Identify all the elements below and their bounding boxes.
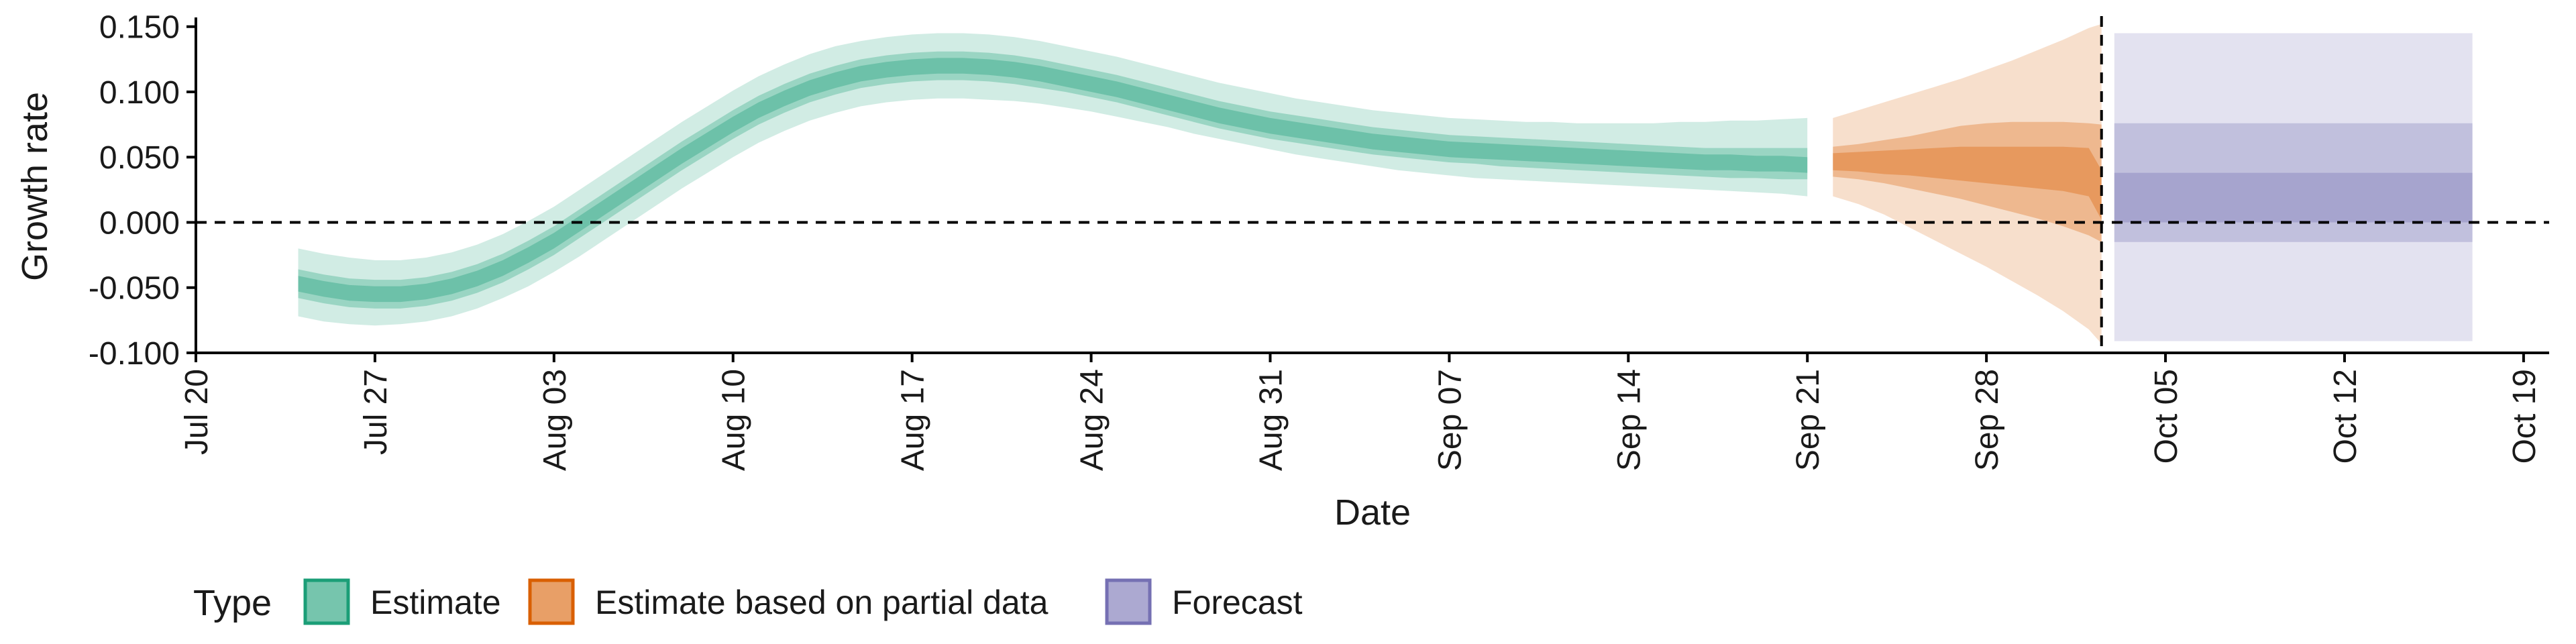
legend-swatch	[303, 578, 350, 625]
x-tick-label: Aug 17	[896, 369, 931, 471]
legend-title: Type	[193, 583, 272, 623]
x-tick-label: Oct 12	[2328, 369, 2363, 464]
reference-lines	[196, 16, 2549, 353]
legend-swatch	[528, 578, 575, 625]
x-axis-label: Date	[1334, 492, 1411, 533]
y-tick-label: 0.150	[99, 10, 180, 46]
y-axis-label: Growth rate	[15, 92, 55, 281]
y-tick-label: 0.050	[99, 140, 180, 176]
x-tick-label: Oct 05	[2149, 369, 2184, 464]
x-tick-label: Aug 03	[537, 369, 573, 471]
estimate-based-on-partial-data-band-50	[1833, 121, 2102, 242]
y-tick-label: -0.050	[89, 271, 180, 307]
legend-item-estimate-based-on-partial-data: Estimate based on partial data	[528, 578, 1049, 625]
y-tick-label: -0.100	[89, 336, 180, 372]
x-tick-label: Sep 28	[1970, 369, 2005, 471]
legend-swatch	[1105, 578, 1152, 625]
y-tick-label: 0.000	[99, 205, 180, 241]
legend-item-estimate: Estimate	[303, 578, 501, 625]
axes	[195, 17, 2549, 354]
x-tick-label: Jul 27	[358, 369, 394, 455]
estimate-band-50	[298, 51, 1808, 309]
legend: Type Estimate Estimate based on partial d…	[193, 578, 1303, 625]
x-tick-label: Sep 21	[1790, 369, 1826, 471]
estimate-band-90	[298, 33, 1808, 326]
estimate-based-on-partial-data-band-90	[1833, 23, 2102, 344]
y-tick-label: 0.100	[99, 75, 180, 111]
x-tick-label: Aug 24	[1075, 369, 1110, 471]
legend-label: Estimate	[370, 584, 501, 621]
forecast-band-50	[2114, 123, 2473, 242]
legend-items: Estimate Estimate based on partial data Fo…	[303, 578, 1303, 625]
forecast-band-20	[2114, 172, 2473, 223]
y-axis-ticks: 0.150 0.100 0.050 0.000 -0.050 -0.100	[89, 10, 196, 372]
legend-item-forecast: Forecast	[1105, 578, 1303, 625]
estimate-based-on-partial-data-band-20	[1833, 146, 2102, 220]
x-tick-label: Aug 31	[1253, 369, 1289, 471]
x-axis-ticks: Jul 20 Jul 27 Aug 03 Aug 10 Aug 17 Aug 24 Aug …	[179, 353, 2542, 471]
interval-bands	[298, 23, 2473, 344]
forecast-band-90	[2114, 33, 2473, 341]
x-tick-label: Oct 19	[2507, 369, 2542, 464]
x-tick-label: Aug 10	[716, 369, 752, 471]
legend-label: Estimate based on partial data	[595, 584, 1049, 621]
x-tick-label: Jul 20	[179, 369, 215, 455]
x-tick-label: Sep 07	[1432, 369, 1468, 471]
x-tick-label: Sep 14	[1611, 369, 1647, 471]
legend-label: Forecast	[1172, 584, 1303, 621]
